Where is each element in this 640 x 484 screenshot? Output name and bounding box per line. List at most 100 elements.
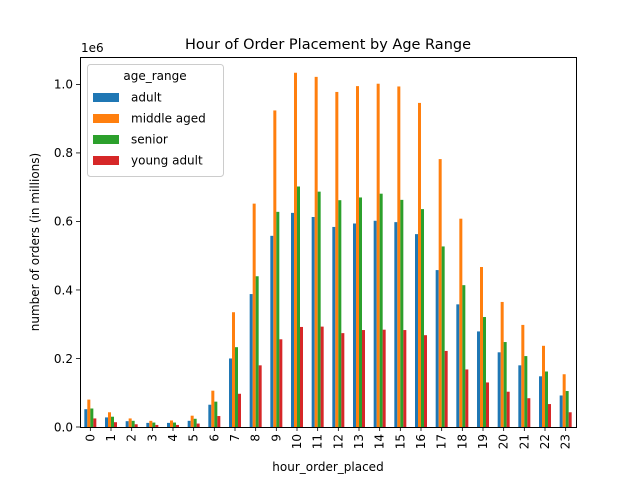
bar (506, 391, 510, 427)
x-tick-label: 8 (249, 434, 263, 442)
bar (565, 391, 569, 427)
bar (249, 294, 253, 427)
bar (438, 159, 442, 427)
bar (373, 220, 377, 427)
bar (276, 211, 280, 427)
legend-swatch (93, 114, 119, 123)
bar (187, 420, 191, 427)
bar (232, 312, 235, 427)
bar (465, 369, 469, 427)
legend-items: adult middle aged senior young adult (93, 91, 206, 168)
bar (545, 371, 548, 427)
y-offset-label: 1e6 (81, 41, 104, 55)
y-tick-label: 0.6 (54, 215, 73, 229)
legend-label: young adult (131, 154, 203, 168)
y-tick-label: 1.0 (54, 78, 73, 92)
x-tick-label: 6 (207, 434, 221, 442)
bar (441, 246, 445, 427)
bar (84, 409, 88, 427)
legend: age_range adult middle aged senior young ad… (87, 64, 224, 177)
x-tick-label: 9 (269, 434, 283, 442)
bar (196, 423, 200, 427)
y-tick-label: 0.8 (54, 146, 73, 160)
bar (341, 333, 345, 427)
x-tick-label: 13 (352, 434, 366, 449)
bar (497, 352, 501, 427)
y-axis-label: number of orders (in millions) (28, 153, 42, 331)
bar (90, 408, 94, 427)
legend-label: adult (131, 91, 162, 105)
bar (353, 223, 356, 427)
bar (111, 416, 114, 427)
bar (176, 424, 179, 427)
bar (155, 424, 159, 427)
bar (397, 86, 401, 428)
bar (125, 421, 129, 427)
bar (149, 420, 153, 427)
bar (190, 415, 194, 427)
bar (252, 203, 256, 427)
bar (146, 422, 150, 427)
x-tick-label: 18 (455, 434, 469, 449)
x-tick-label: 5 (187, 434, 201, 442)
bar (435, 270, 439, 427)
x-tick-label: 4 (166, 434, 180, 442)
x-tick-label: 19 (476, 434, 490, 449)
bar (376, 83, 380, 427)
y-tick-label: 0.2 (54, 352, 73, 366)
bar (335, 91, 339, 427)
bar (456, 304, 460, 427)
bar (542, 345, 545, 427)
bar (338, 200, 342, 427)
chart-title: Hour of Order Placement by Age Range (185, 37, 471, 53)
bar (170, 420, 173, 427)
legend-swatch (93, 93, 119, 102)
bar (152, 422, 156, 427)
y-tick-label: 0.0 (54, 420, 73, 434)
bar (317, 191, 321, 427)
x-tick-label: 14 (373, 434, 387, 449)
bar (270, 235, 274, 427)
bar (273, 110, 277, 427)
bar (524, 356, 528, 427)
y-tick-label: 0.4 (54, 283, 73, 297)
bar (208, 404, 212, 427)
bar (356, 86, 359, 428)
bar (238, 393, 241, 427)
bar (486, 382, 489, 427)
legend-title: age_range (123, 69, 186, 83)
bar (211, 390, 215, 427)
x-tick-label: 23 (559, 434, 573, 449)
x-tick-label: 12 (331, 434, 345, 449)
bar (320, 326, 324, 427)
x-tick-label: 11 (311, 434, 325, 449)
x-tick-label: 1 (104, 434, 118, 442)
bars-group (84, 72, 572, 428)
x-tick-label: 22 (538, 434, 552, 449)
x-tick-label: 21 (517, 434, 531, 449)
bar (503, 342, 507, 427)
bar (394, 222, 398, 427)
legend-swatch (93, 156, 119, 165)
bar (459, 218, 463, 427)
bar (444, 350, 448, 427)
bar (477, 331, 480, 427)
bar (93, 418, 97, 427)
x-tick-label: 10 (290, 434, 304, 449)
bar (214, 401, 218, 427)
x-tick-label: 20 (497, 434, 511, 449)
x-tick-label: 3 (145, 434, 159, 442)
bar (332, 226, 336, 427)
legend-box (87, 64, 224, 177)
bar (291, 212, 294, 427)
bar (255, 276, 259, 427)
y-axis-ticks: 0.0 0.2 0.4 0.6 0.8 1.0 (54, 78, 80, 434)
bar (379, 193, 383, 427)
x-tick-label: 2 (125, 434, 139, 442)
bar (294, 72, 297, 427)
bar (297, 186, 300, 427)
bar (167, 422, 170, 427)
bar (382, 329, 386, 427)
x-tick-label: 0 (83, 434, 97, 442)
